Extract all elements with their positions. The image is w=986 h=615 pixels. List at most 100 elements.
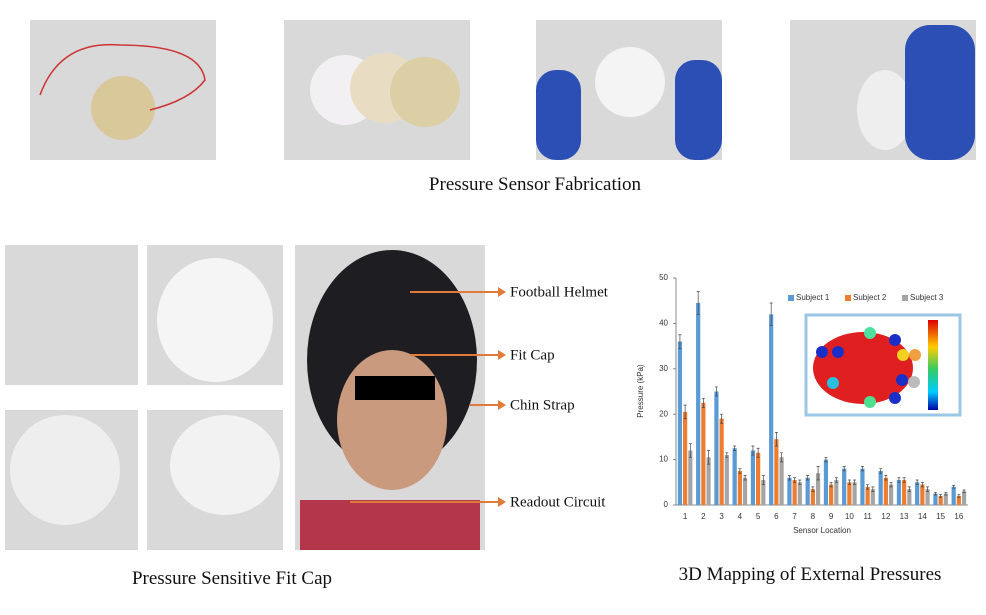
error-bar <box>866 484 870 490</box>
sensor-dot <box>827 377 839 389</box>
error-bar <box>678 334 682 349</box>
bar <box>737 470 742 505</box>
x-tick-label: 2 <box>701 512 706 521</box>
x-tick-label: 14 <box>918 512 927 521</box>
x-tick-label: 5 <box>756 512 761 521</box>
error-bar <box>751 445 755 456</box>
error-bar <box>816 466 820 481</box>
heatmap-inset <box>804 313 962 417</box>
bar <box>683 411 688 505</box>
error-bar <box>847 479 851 485</box>
caption: Pressure Sensitive Fit Cap <box>132 568 332 589</box>
error-bar <box>811 486 815 492</box>
bar <box>677 341 683 505</box>
y-tick-label: 0 <box>664 500 669 509</box>
error-bar <box>902 477 906 483</box>
sensor <box>91 76 155 140</box>
bar <box>756 452 761 505</box>
bar <box>805 477 810 505</box>
error-bar <box>926 486 930 492</box>
error-bar <box>756 447 760 458</box>
error-bar <box>829 481 833 488</box>
eye-bar <box>355 376 435 400</box>
sensor-dot <box>897 349 909 361</box>
error-bar <box>707 450 711 465</box>
cap <box>170 415 280 515</box>
face <box>337 350 447 490</box>
bar <box>834 480 839 505</box>
bar <box>714 391 719 505</box>
x-tick-label: 7 <box>792 512 797 521</box>
bar <box>842 468 847 505</box>
bar <box>829 484 834 505</box>
y-tick-label: 40 <box>659 319 668 328</box>
error-bar <box>774 432 778 447</box>
error-bar <box>939 494 943 498</box>
sensor-dot <box>889 334 901 346</box>
error-bar <box>787 475 791 481</box>
bar <box>787 477 792 505</box>
bar <box>860 468 865 505</box>
bar <box>701 402 706 505</box>
glove <box>536 70 581 160</box>
x-tick-label: 9 <box>829 512 834 521</box>
arrows <box>350 287 506 507</box>
y-tick-label: 20 <box>659 409 668 418</box>
legend-swatch <box>902 295 908 301</box>
caption: Pressure Sensor Fabrication <box>429 174 642 195</box>
shirt <box>300 500 480 550</box>
bar <box>956 495 961 505</box>
error-bar <box>761 475 765 485</box>
bar <box>823 459 829 505</box>
error-bar <box>701 397 705 408</box>
error-bar <box>824 456 828 463</box>
color-bar <box>928 320 938 410</box>
bar <box>815 473 821 505</box>
error-bar <box>952 485 956 489</box>
error-bar <box>769 302 773 327</box>
sensor <box>390 57 460 127</box>
bar <box>847 482 852 505</box>
bar <box>883 477 888 505</box>
error-bar <box>907 486 911 492</box>
error-bar <box>714 386 718 397</box>
legend-label: Subject 1 <box>796 293 830 302</box>
error-bar <box>957 494 961 498</box>
bar <box>696 302 701 505</box>
caption: 3D Mapping of External Pressures <box>679 564 942 585</box>
error-bar <box>793 477 797 483</box>
error-bar <box>688 443 692 458</box>
bar <box>797 482 802 505</box>
bar <box>732 448 737 505</box>
bar <box>907 489 912 505</box>
arrow-head <box>498 287 506 507</box>
error-bar <box>738 468 742 474</box>
error-bar <box>860 466 864 472</box>
sensor-dot <box>864 327 876 339</box>
sensor-dot <box>889 392 901 404</box>
sensor-dot <box>816 346 828 358</box>
y-tick-label: 30 <box>659 364 668 373</box>
bar <box>761 480 766 505</box>
sensor <box>595 47 665 117</box>
error-bar <box>915 479 919 485</box>
error-bar <box>780 452 784 463</box>
bar <box>852 482 857 505</box>
bar <box>951 486 956 505</box>
error-bar <box>798 479 802 485</box>
bar <box>870 489 875 505</box>
x-tick-label: 12 <box>881 512 890 521</box>
legend-label: Subject 2 <box>853 293 887 302</box>
error-bar <box>683 404 687 420</box>
x-tick-label: 6 <box>774 512 779 521</box>
error-bar <box>725 452 729 458</box>
error-bar <box>853 479 857 485</box>
sensor-photos <box>30 20 976 160</box>
error-bar <box>720 413 724 424</box>
x-axis-label: Sensor Location <box>793 526 851 535</box>
error-bar <box>933 491 937 496</box>
bar <box>878 470 883 505</box>
y-tick-label: 50 <box>659 273 668 282</box>
y-axis-label: Pressure (kPa) <box>636 364 645 418</box>
